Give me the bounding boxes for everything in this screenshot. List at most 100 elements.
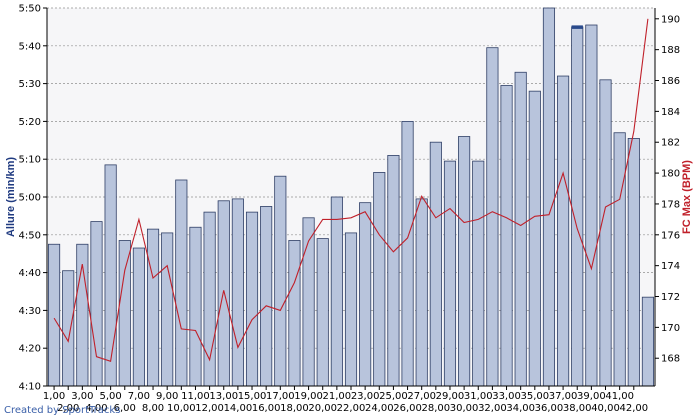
x-tick-label: 16,00: [252, 403, 281, 414]
x-tick-label: 15,00: [238, 391, 267, 402]
hr-series-line: [53, 18, 649, 363]
bar: [514, 71, 527, 387]
y-right-tick-label: 168: [661, 354, 680, 365]
x-tick-label: 31,00: [464, 391, 493, 402]
bar: [48, 243, 61, 387]
bar: [528, 90, 541, 387]
bar: [557, 75, 570, 387]
x-tick-label: 29,00: [436, 391, 465, 402]
x-tick-label: 1,00: [43, 391, 65, 402]
x-tick-label: 23,00: [351, 391, 380, 402]
x-tick-label: 2,00: [57, 403, 79, 414]
x-tick-label: 24,00: [365, 403, 394, 414]
y-right-tick-label: 186: [661, 76, 680, 87]
x-tick-label: 35,00: [520, 391, 549, 402]
bar: [175, 179, 188, 387]
x-tick-label: 9,00: [156, 391, 178, 402]
x-tick-label: 30,00: [450, 403, 479, 414]
bar: [387, 155, 400, 387]
bar: [288, 240, 301, 387]
y-left-axis-title: Allure (min/km): [5, 157, 17, 237]
bar: [429, 141, 442, 387]
y-right-tick-label: 170: [661, 323, 680, 334]
y-left-tick-label: 5:30: [19, 79, 41, 90]
y-right-tick-label: 180: [661, 169, 680, 180]
y-left-tick-label: 4:30: [19, 306, 41, 317]
x-tick-label: 17,00: [266, 391, 295, 402]
y-left-tick-label: 5:20: [19, 117, 41, 128]
credit-text: Created by SportTracks: [4, 405, 121, 416]
bar: [443, 160, 457, 387]
x-tick-label: 42,00: [619, 403, 648, 414]
x-tick-label: 14,00: [224, 403, 253, 414]
bar: [415, 198, 428, 387]
bar: [627, 138, 640, 387]
bar: [316, 238, 329, 387]
y-right-tick-label: 184: [661, 107, 680, 118]
bar: [571, 26, 584, 387]
x-tick-label: 22,00: [337, 403, 366, 414]
y-right-tick-label: 176: [661, 230, 680, 241]
x-tick-label: 11,00: [181, 391, 210, 402]
bar: [260, 206, 273, 387]
x-tick-label: 33,00: [492, 391, 521, 402]
x-tick-label: 38,00: [563, 403, 592, 414]
bar: [118, 240, 131, 387]
bar: [344, 232, 358, 387]
bar: [302, 217, 315, 387]
bar: [542, 7, 556, 387]
y-left-tick-label: 4:20: [19, 344, 41, 355]
x-tick-label: 6,00: [114, 403, 136, 414]
x-tick-label: 21,00: [323, 391, 352, 402]
x-tick-label: 34,00: [506, 403, 535, 414]
bar: [330, 196, 343, 387]
bar: [641, 296, 654, 387]
x-tick-label: 39,00: [577, 391, 606, 402]
bar-highlight: [571, 25, 583, 29]
bar: [189, 226, 202, 387]
x-tick-label: 3,00: [71, 391, 93, 402]
y-left-tick-label: 5:00: [19, 193, 41, 204]
bar: [62, 270, 75, 387]
bar: [146, 228, 160, 387]
y-right-tick-label: 182: [661, 138, 680, 149]
y-right-tick-label: 172: [661, 292, 680, 303]
bar: [500, 85, 513, 387]
bar: [373, 172, 386, 387]
x-tick-label: 4,00: [85, 403, 107, 414]
bar: [274, 175, 287, 387]
y-left-tick-label: 4:40: [19, 268, 41, 279]
x-tick-label: 40,00: [591, 403, 620, 414]
bar: [231, 198, 244, 387]
x-tick-label: 27,00: [407, 391, 436, 402]
x-tick-label: 20,00: [308, 403, 337, 414]
y-right-tick-label: 174: [661, 261, 680, 272]
bar: [472, 160, 485, 387]
bar: [359, 202, 372, 387]
bar: [104, 164, 117, 387]
bar: [613, 132, 626, 387]
y-left-tick-label: 4:50: [19, 230, 41, 241]
bar: [486, 47, 499, 387]
x-tick-label: 7,00: [128, 391, 150, 402]
y-left-tick-label: 4:10: [19, 382, 41, 393]
bar: [401, 121, 414, 387]
y-right-axis-title: FC Max (BPM): [681, 160, 693, 234]
x-tick-label: 8,00: [142, 403, 164, 414]
x-tick-label: 19,00: [294, 391, 323, 402]
y-right-tick-label: 190: [661, 14, 680, 25]
bar: [217, 200, 230, 387]
y-right-tick-label: 188: [661, 45, 680, 56]
x-tick-label: 28,00: [422, 403, 451, 414]
y-left-tick-label: 5:50: [19, 4, 41, 15]
bar: [132, 247, 145, 387]
bar: [161, 232, 174, 387]
x-tick-label: 18,00: [280, 403, 309, 414]
y-left-tick-label: 5:10: [19, 155, 41, 166]
x-tick-label: 37,00: [549, 391, 578, 402]
bar: [90, 221, 103, 387]
bar: [585, 24, 598, 387]
y-left-tick-label: 5:40: [19, 41, 41, 52]
bar: [599, 79, 612, 387]
